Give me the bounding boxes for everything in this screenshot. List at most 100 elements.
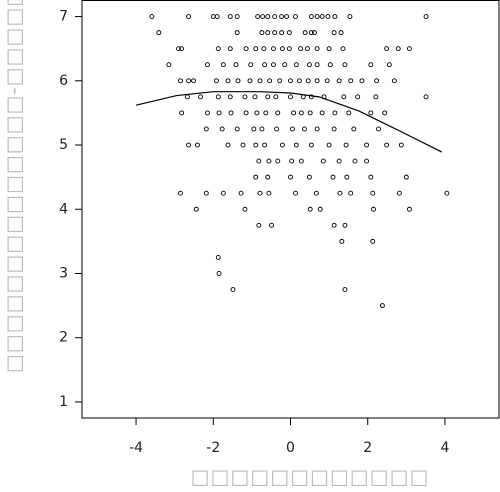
x-tick-label: 4 [440,440,449,456]
point [253,174,259,180]
point [156,30,162,36]
point [382,110,388,116]
point [252,94,258,100]
point [228,110,234,116]
point [302,30,308,36]
point [314,78,320,84]
point [254,110,260,116]
point [286,46,292,52]
point [351,126,357,132]
point [341,94,347,100]
point [311,30,317,36]
point [319,14,325,20]
point [240,142,246,148]
point [384,142,390,148]
point [234,126,240,132]
point [235,78,241,84]
point [263,110,269,116]
point [216,271,222,276]
point [320,158,326,164]
point [255,14,261,20]
point [368,174,374,180]
point [279,30,285,36]
point [346,110,352,116]
point [326,142,332,148]
point [364,158,370,164]
point [286,30,292,36]
point [179,46,185,52]
point [267,78,273,84]
y-tick-label: 7 [59,9,68,25]
point [279,14,285,20]
point [248,62,254,68]
point [227,46,233,52]
point [284,14,290,20]
point [301,126,307,132]
point [342,287,348,292]
point [293,142,299,148]
point [269,222,275,228]
y-tick-label: 1 [59,394,68,410]
point [371,206,376,212]
point [225,142,231,148]
point [265,94,271,100]
point [238,190,244,196]
point [288,78,293,84]
x-axis-label: □□□□□□□□□□□□ [191,465,430,489]
point [242,94,248,100]
point [275,158,281,164]
point [293,14,298,20]
point [262,142,268,148]
point [178,190,183,196]
point [193,206,199,212]
point [343,142,349,148]
point [194,142,200,148]
point [347,14,353,20]
point [364,142,370,148]
point [306,62,312,68]
point [275,110,281,116]
point [272,14,278,20]
point [330,174,336,180]
point [338,30,344,36]
point [215,94,221,100]
point [243,110,249,116]
point [215,46,221,52]
point [298,110,304,116]
point [288,94,293,100]
point [257,78,263,84]
point [213,78,219,84]
x-tick-label: 0 [286,440,295,456]
point [308,94,314,100]
point [332,14,338,20]
point [178,78,183,84]
point [230,287,236,292]
point [176,46,181,52]
point [257,190,263,196]
point [314,126,320,132]
point [214,14,220,20]
point [305,78,311,84]
point [265,174,271,180]
point [266,158,272,164]
point [184,94,190,100]
point [179,110,185,116]
point [205,62,210,68]
point [331,126,337,132]
point [359,78,365,84]
point [374,78,380,84]
point [272,30,278,36]
point [396,190,402,196]
point [314,62,320,68]
point [225,78,231,84]
y-tick-label: 2 [59,330,68,346]
y-tick-label: 5 [59,137,68,153]
point [293,62,299,68]
point [444,190,450,196]
point [198,94,203,100]
point [271,46,276,52]
point [406,206,412,212]
point [149,14,155,20]
point [379,303,385,309]
